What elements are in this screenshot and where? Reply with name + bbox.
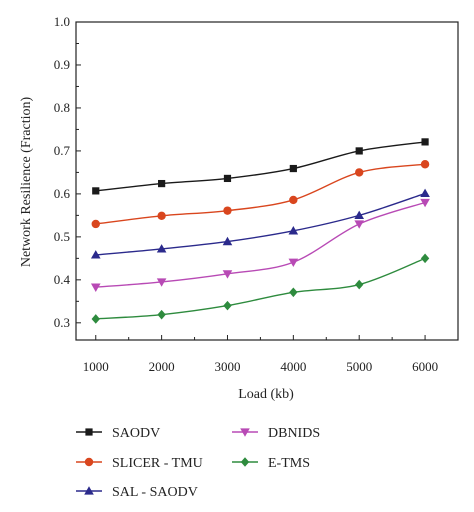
legend-label: E-TMS [268, 456, 310, 471]
data-point [421, 138, 429, 146]
series-line [95, 192, 426, 256]
legend: SAODV SLICER - TMU SAL - SAODV DBNIDS E-TMS [76, 426, 320, 500]
y-tick-label: 0.7 [54, 143, 71, 158]
data-point [289, 195, 298, 205]
data-point [157, 309, 166, 320]
data-point [157, 211, 166, 221]
data-point [91, 314, 100, 324]
data-point [90, 250, 101, 259]
data-point [223, 174, 232, 183]
legend-item: E-TMS [232, 456, 310, 471]
y-tick-label: 0.5 [54, 229, 70, 244]
legend-marker [84, 486, 94, 495]
plot-area [90, 138, 430, 324]
legend-label: SAODV [112, 426, 160, 441]
y-axis-title: Network Resilience (Fraction) [19, 97, 34, 268]
data-point [222, 236, 233, 246]
plot-frame [75, 21, 459, 341]
series-1 [91, 160, 430, 229]
y-tick-label: 0.6 [54, 186, 71, 201]
data-point [92, 187, 100, 195]
data-point [222, 270, 233, 279]
data-point [420, 198, 430, 208]
data-point [355, 279, 364, 290]
data-point [288, 226, 299, 235]
legend-label: DBNIDS [268, 426, 320, 441]
data-point [289, 164, 297, 173]
series-0 [92, 138, 429, 195]
data-point [354, 210, 365, 219]
legend-item: SLICER - TMU [76, 456, 203, 471]
series-line [95, 141, 426, 192]
data-point [420, 188, 430, 198]
data-point [354, 220, 365, 229]
legend-label: SLICER - TMU [112, 456, 203, 471]
y-tick-label: 0.4 [54, 272, 71, 287]
series-line [95, 163, 426, 225]
series-4 [91, 253, 430, 324]
series-line [95, 257, 426, 320]
y-tick-label: 1.0 [54, 14, 70, 29]
data-point [90, 283, 101, 292]
data-point [91, 219, 100, 229]
x-tick-label: 4000 [280, 359, 306, 374]
axes: 0.3 0.4 0.5 0.6 0.7 0.8 0.9 1.0 1000 2000 3000 4000… [54, 14, 459, 374]
data-point [288, 258, 299, 268]
x-tick-label: 6000 [412, 359, 438, 374]
legend-item: DBNIDS [232, 426, 320, 441]
data-point [420, 253, 430, 264]
data-point [223, 300, 232, 311]
series-3 [90, 198, 430, 292]
x-tick-label: 3000 [214, 359, 240, 374]
legend-marker [85, 428, 93, 436]
data-point [156, 244, 167, 253]
y-tick-label: 0.3 [54, 315, 70, 330]
x-axis-title: Load (kb) [238, 387, 294, 402]
data-point [289, 287, 298, 298]
series-2 [90, 188, 430, 259]
legend-label: SAL - SAODV [112, 485, 198, 500]
data-point [156, 278, 167, 287]
x-tick-label: 1000 [83, 359, 109, 374]
x-tick-label: 5000 [346, 359, 372, 374]
legend-item: SAODV [76, 426, 160, 441]
data-point [420, 160, 430, 169]
data-point [223, 206, 232, 215]
x-tick-label: 2000 [149, 359, 175, 374]
data-point [355, 147, 363, 155]
data-point [355, 168, 364, 177]
data-point [158, 179, 166, 188]
y-tick-label: 0.9 [54, 57, 70, 72]
legend-marker [84, 457, 94, 467]
legend-marker [240, 428, 250, 437]
series-line [95, 201, 426, 288]
legend-item: SAL - SAODV [76, 485, 198, 500]
y-tick-label: 0.8 [54, 100, 70, 115]
legend-marker [240, 457, 250, 467]
